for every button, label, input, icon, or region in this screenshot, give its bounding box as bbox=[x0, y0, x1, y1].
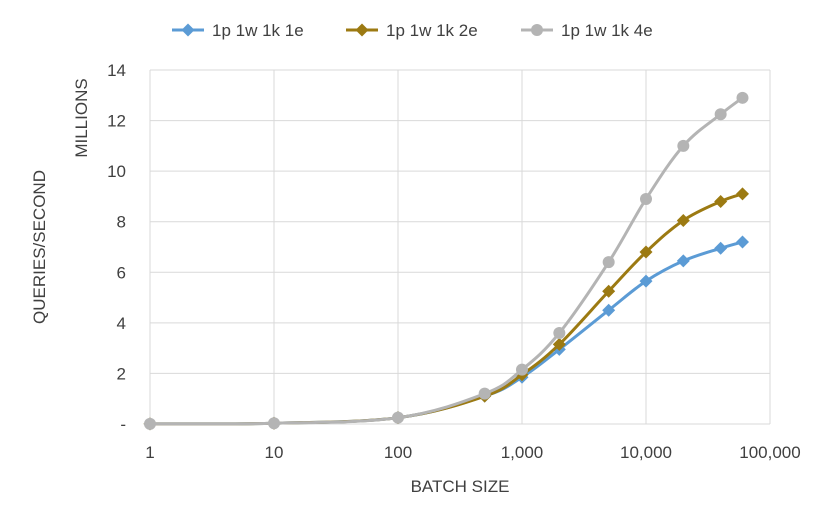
legend-item: 1p 1w 1k 4e bbox=[521, 21, 653, 40]
legend-label: 1p 1w 1k 1e bbox=[212, 21, 304, 40]
data-point bbox=[640, 192, 652, 205]
y-tick-label: 14 bbox=[107, 61, 126, 80]
data-point bbox=[736, 91, 749, 104]
series-2 bbox=[143, 187, 749, 431]
data-point bbox=[735, 187, 749, 201]
data-point bbox=[714, 241, 728, 255]
legend-item: 1p 1w 1k 1e bbox=[172, 21, 304, 40]
legend: 1p 1w 1k 1e 1p 1w 1k 2e 1p 1w 1k 4e bbox=[172, 21, 653, 40]
data-point bbox=[553, 326, 566, 339]
y-tick-label: 4 bbox=[117, 314, 126, 333]
axis-layer: - 2 4 6 8 10 12 14 1 10 100 1,000 10,000 100,000 bbox=[107, 61, 801, 462]
x-tick-label: 1,000 bbox=[501, 443, 544, 462]
grid-layer bbox=[149, 69, 771, 425]
data-point bbox=[144, 417, 156, 430]
data-point bbox=[676, 213, 690, 227]
data-point bbox=[478, 387, 491, 400]
y-tick-label: 2 bbox=[117, 364, 126, 383]
y-tick-label: 12 bbox=[107, 112, 126, 131]
x-tick-label: 10,000 bbox=[620, 443, 672, 462]
data-point bbox=[552, 337, 566, 351]
data-point bbox=[602, 303, 616, 317]
y-tick-label: - bbox=[120, 415, 126, 434]
legend-marker bbox=[355, 23, 369, 37]
data-point bbox=[392, 411, 404, 424]
data-point bbox=[639, 274, 653, 288]
legend-label: 1p 1w 1k 2e bbox=[386, 21, 478, 40]
x-axis-title: BATCH SIZE bbox=[411, 477, 510, 496]
y-units-label: MILLIONS bbox=[72, 78, 91, 157]
data-point bbox=[677, 139, 690, 152]
legend-item: 1p 1w 1k 2e bbox=[346, 21, 478, 40]
y-tick-label: 6 bbox=[117, 263, 126, 282]
y-tick-label: 8 bbox=[117, 213, 126, 232]
data-point bbox=[714, 108, 727, 121]
data-point bbox=[735, 235, 749, 249]
x-tick-label: 10 bbox=[265, 443, 284, 462]
y-tick-label: 10 bbox=[107, 162, 126, 181]
data-point bbox=[516, 363, 528, 376]
data-point bbox=[602, 256, 615, 269]
legend-marker bbox=[531, 24, 543, 36]
data-point bbox=[602, 284, 616, 298]
x-tick-label: 100,000 bbox=[739, 443, 800, 462]
y-axis-title: QUERIES/SECOND bbox=[30, 170, 49, 324]
series-line bbox=[148, 96, 744, 426]
data-point bbox=[714, 194, 728, 208]
series-line bbox=[148, 240, 744, 426]
series-3 bbox=[144, 91, 749, 430]
series-line bbox=[148, 192, 744, 426]
series-layer bbox=[143, 91, 749, 431]
data-point bbox=[639, 245, 653, 259]
data-point bbox=[268, 417, 280, 430]
series-1 bbox=[143, 235, 749, 431]
data-point bbox=[676, 254, 690, 268]
x-tick-label: 100 bbox=[384, 443, 412, 462]
legend-marker bbox=[181, 23, 195, 37]
legend-label: 1p 1w 1k 4e bbox=[561, 21, 653, 40]
x-tick-label: 1 bbox=[145, 443, 154, 462]
